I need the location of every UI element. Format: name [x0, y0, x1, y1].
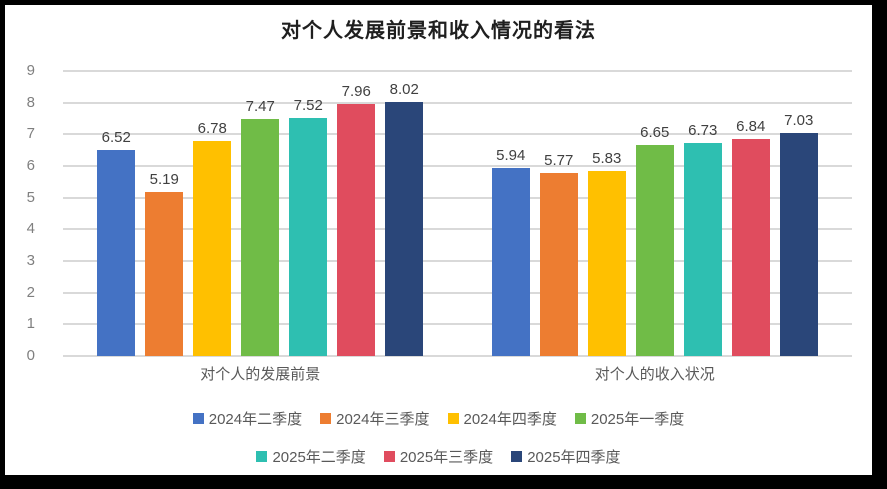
- bar-group-item: 5.77: [539, 71, 578, 356]
- y-axis-tick-label: 7: [26, 125, 35, 143]
- legend-swatch-icon: [320, 413, 332, 424]
- bar-group-item: 8.02: [385, 71, 424, 356]
- bar-value-label: 5.19: [149, 170, 179, 188]
- legend-item: 2025年三季度: [383, 446, 494, 467]
- legend-swatch-icon: [511, 451, 523, 462]
- bar-group-item: 5.83: [587, 71, 626, 356]
- bar-value-label: 7.52: [293, 96, 323, 114]
- gridline: [63, 196, 852, 199]
- bar-group-item: 7.52: [289, 71, 328, 356]
- bar-group-item: 5.19: [145, 71, 184, 356]
- legend-item-label: 2025年三季度: [399, 449, 494, 466]
- x-axis: 对个人的发展前景 对个人的收入状况: [63, 363, 852, 384]
- bar-group-item: 6.52: [97, 71, 136, 356]
- bar-group-item: 6.73: [683, 71, 722, 356]
- bar-value-label: 6.52: [101, 128, 131, 146]
- legend-item-label: 2024年四季度: [463, 411, 557, 428]
- gridline: [63, 101, 852, 104]
- gridline: [63, 133, 852, 136]
- legend-swatch-icon: [383, 451, 395, 462]
- bar-group-item: 5.94: [491, 71, 530, 356]
- category-group: 5.94 5.77 5.83 6.65 6.73 6.84 7.03: [458, 71, 853, 356]
- legend-item-label: 2025年一季度: [590, 411, 685, 428]
- legend-row: 2025年二季度 2025年三季度 2025年四季度: [5, 446, 872, 467]
- bar: [97, 149, 136, 356]
- bars-layer: 6.52 5.19 6.78 7.47 7.52 7.96 8.02 5.94 5.77 5.83…: [63, 71, 852, 356]
- bar-group-item: 6.78: [193, 71, 232, 356]
- bar-value-label: 8.02: [389, 81, 419, 99]
- legend-item: 2025年二季度: [256, 446, 366, 467]
- legend-item-label: 2024年三季度: [336, 411, 430, 428]
- legend-item: 2025年一季度: [574, 408, 685, 429]
- chart-title: 对个人发展前景和收入情况的看法: [281, 20, 596, 42]
- gridline: [63, 165, 852, 167]
- bar: [337, 103, 376, 356]
- y-axis-tick-label: 0: [26, 347, 35, 364]
- bar-value-label: 7.03: [784, 112, 814, 130]
- bar-value-label: 5.83: [592, 150, 622, 168]
- bar-value-label: 5.77: [544, 152, 574, 170]
- bar: [731, 139, 770, 356]
- bar: [241, 119, 280, 356]
- legend-item: 2025年四季度: [511, 446, 621, 467]
- bar-group-item: 6.65: [635, 71, 674, 356]
- bar: [289, 117, 328, 356]
- y-axis-tick-label: 3: [26, 252, 35, 269]
- legend-swatch-icon: [447, 413, 459, 424]
- bar: [193, 141, 232, 356]
- category-group: 6.52 5.19 6.78 7.47 7.52 7.96 8.02: [63, 71, 458, 356]
- x-axis-category-label: 对个人的发展前景: [200, 366, 321, 383]
- legend-item: 2024年二季度: [192, 408, 303, 429]
- bar-group-item: 7.03: [779, 71, 818, 356]
- y-axis-tick-label: 5: [26, 188, 35, 206]
- bar: [779, 133, 818, 356]
- gridline: [63, 291, 852, 294]
- gridline: [63, 260, 852, 262]
- y-axis-tick-label: 9: [26, 62, 35, 79]
- bar: [635, 145, 674, 356]
- legend: 2024年二季度 2024年三季度 2024年四季度 2025年一季度 2025年二季度…: [5, 408, 872, 467]
- bar-value-label: 6.73: [688, 121, 718, 139]
- gridline: [63, 228, 852, 231]
- bar: [683, 142, 722, 356]
- bar-value-label: 7.47: [245, 98, 275, 116]
- bar: [587, 171, 626, 356]
- legend-row: 2024年二季度 2024年三季度 2024年四季度 2025年一季度: [5, 408, 872, 429]
- y-axis-tick-label: 1: [26, 315, 35, 333]
- gridline: [63, 323, 852, 326]
- bar-value-label: 5.94: [496, 146, 526, 164]
- legend-swatch-icon: [256, 451, 268, 462]
- bar-value-label: 6.78: [197, 120, 227, 138]
- legend-item: 2024年三季度: [320, 408, 430, 429]
- bar-group-item: 6.84: [731, 71, 770, 356]
- gridline: [63, 355, 852, 357]
- legend-swatch-icon: [574, 413, 586, 424]
- x-axis-category-label: 对个人的收入状况: [594, 366, 715, 383]
- bar-value-label: 6.65: [640, 124, 670, 142]
- y-axis-tick-label: 2: [26, 283, 35, 301]
- bar-value-label: 6.84: [736, 118, 766, 136]
- y-axis-tick-label: 4: [26, 220, 35, 238]
- bar: [385, 102, 424, 356]
- legend-item-label: 2025年四季度: [527, 449, 621, 466]
- y-axis-tick-label: 6: [26, 157, 35, 174]
- bar-value-label: 7.96: [341, 82, 371, 100]
- gridline: [63, 70, 852, 72]
- bar: [539, 173, 578, 356]
- bar-group-item: 7.96: [337, 71, 376, 356]
- legend-item-label: 2025年二季度: [272, 449, 366, 466]
- legend-swatch-icon: [192, 413, 204, 424]
- legend-item-label: 2024年二季度: [208, 411, 303, 428]
- bar-group-item: 7.47: [241, 71, 280, 356]
- bar: [491, 167, 530, 356]
- legend-item: 2024年四季度: [447, 408, 557, 429]
- y-axis-tick-label: 8: [26, 93, 35, 111]
- plot-area: 0 1 2 3 4 5 6 7 8 9 6.52 5.19 6.78 7.47 7.52 7.96 8.02 5.…: [27, 62, 852, 364]
- bar: [145, 191, 184, 356]
